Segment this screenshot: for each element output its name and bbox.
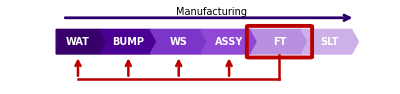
Text: WS: WS	[170, 37, 188, 47]
Polygon shape	[301, 29, 358, 54]
Text: WAT: WAT	[66, 37, 90, 47]
Text: Manufacturing: Manufacturing	[176, 7, 247, 17]
Polygon shape	[56, 29, 106, 54]
Text: BUMP: BUMP	[112, 37, 144, 47]
Polygon shape	[100, 29, 157, 54]
Text: SLT: SLT	[321, 37, 339, 47]
Text: FT: FT	[273, 37, 286, 47]
Polygon shape	[150, 29, 207, 54]
Text: ASSY: ASSY	[215, 37, 243, 47]
Polygon shape	[200, 29, 258, 54]
Polygon shape	[251, 29, 308, 54]
